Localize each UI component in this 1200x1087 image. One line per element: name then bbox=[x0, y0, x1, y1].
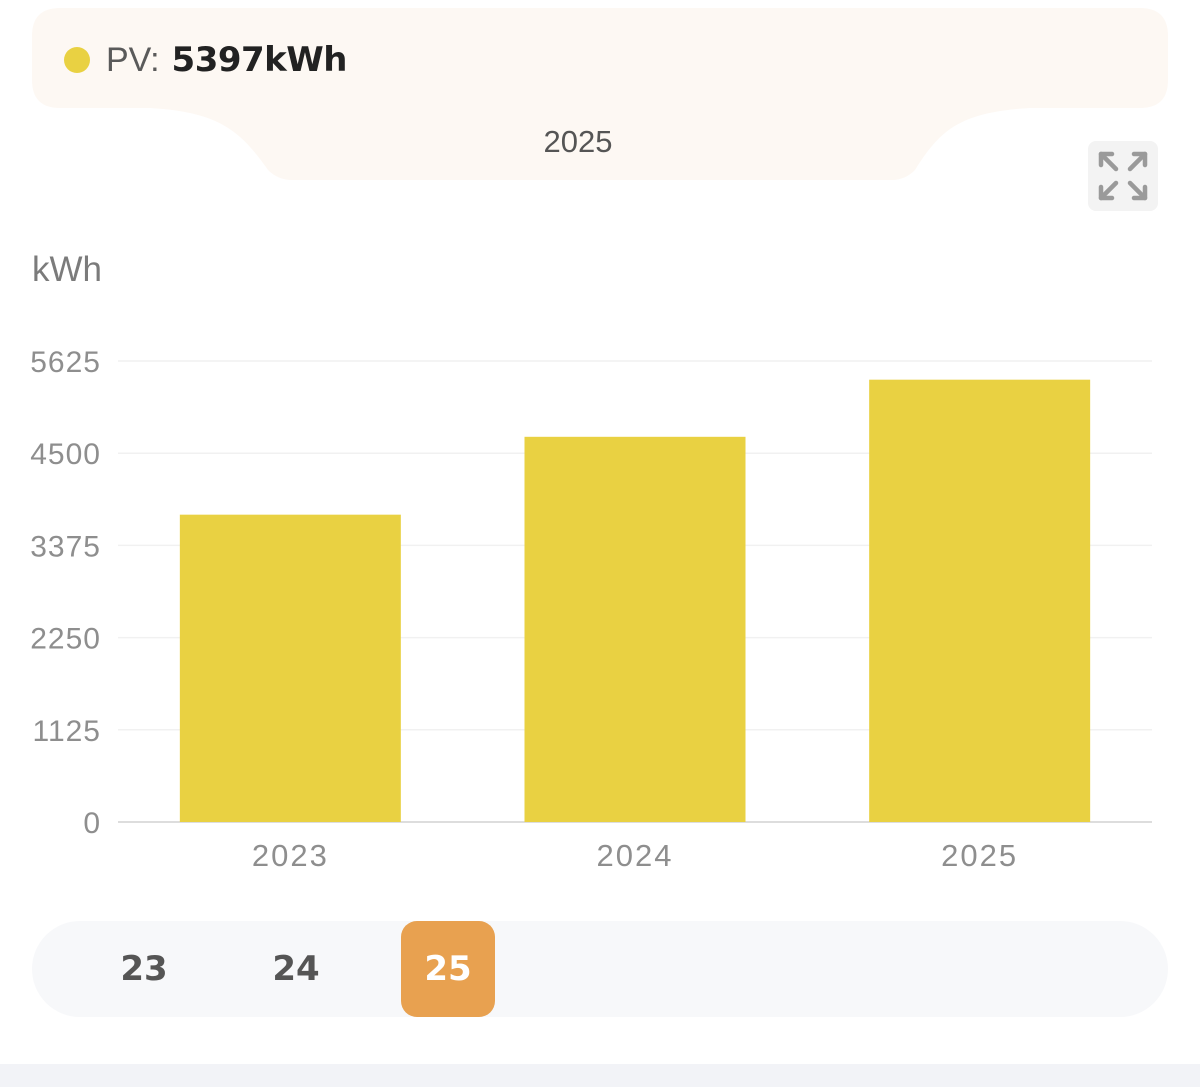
bar-chart: 0 1125 2250 3375 4500 5625 2023 2024 2025 bbox=[30, 346, 1152, 873]
y-tick-label: 1125 bbox=[32, 715, 101, 748]
legend-dot-icon bbox=[64, 47, 90, 73]
legend-label: PV: bbox=[106, 40, 160, 79]
x-tick-label: 2023 bbox=[252, 838, 329, 873]
expand-icon bbox=[1098, 151, 1148, 201]
x-tick-label: 2025 bbox=[941, 838, 1018, 873]
bar-2023[interactable] bbox=[179, 514, 401, 822]
legend-value: 5397kWh bbox=[171, 40, 348, 80]
y-axis-unit-label: kWh bbox=[32, 250, 102, 289]
y-tick-label: 2250 bbox=[30, 623, 101, 656]
bottom-strip bbox=[0, 1064, 1200, 1087]
y-tick-label: 0 bbox=[83, 807, 101, 840]
year-option-23[interactable]: 23 bbox=[120, 949, 168, 989]
bar-2025[interactable] bbox=[869, 379, 1091, 822]
tooltip-year: 2025 bbox=[543, 124, 613, 159]
y-tick-label: 3375 bbox=[30, 530, 101, 563]
year-option-24[interactable]: 24 bbox=[272, 949, 320, 989]
x-tick-label: 2024 bbox=[597, 838, 674, 873]
year-selector: 23 24 25 bbox=[32, 921, 1168, 1017]
y-tick-label: 5625 bbox=[30, 346, 101, 379]
y-tick-label: 4500 bbox=[30, 438, 101, 471]
legend: PV: 5397kWh bbox=[64, 38, 348, 82]
expand-button[interactable] bbox=[1088, 141, 1158, 211]
year-option-25[interactable]: 25 bbox=[401, 921, 495, 1017]
bar-2024[interactable] bbox=[524, 436, 746, 822]
tooltip-background bbox=[32, 8, 1168, 180]
